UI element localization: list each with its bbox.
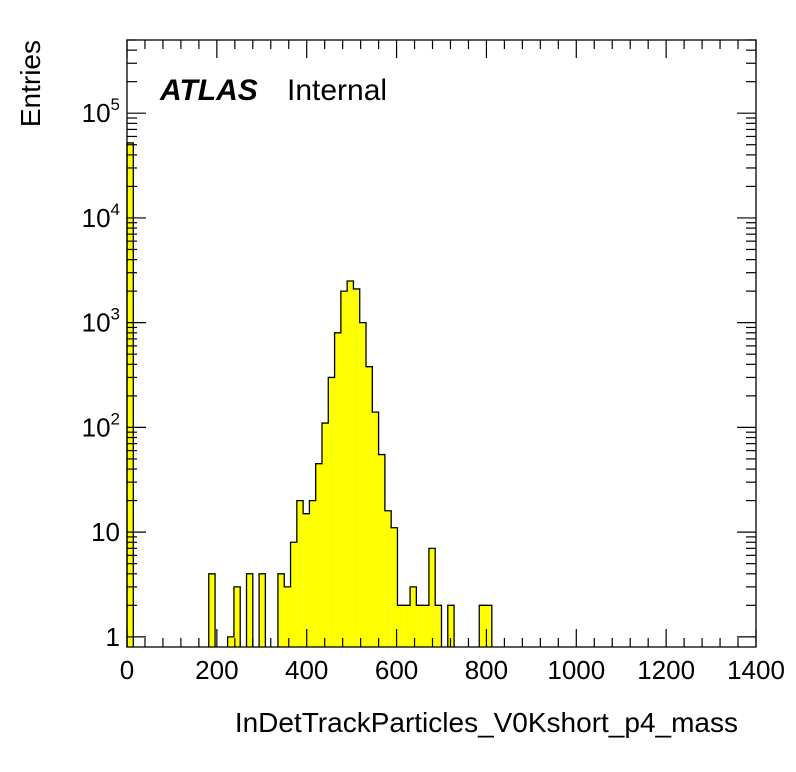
histogram-bar <box>340 291 348 647</box>
y-tick-label: 105 <box>82 95 120 128</box>
histogram-bar <box>435 605 442 647</box>
histogram-bar <box>391 527 398 647</box>
histogram-bar <box>410 586 417 647</box>
y-axis-title: Entries <box>15 40 46 127</box>
x-tick-label: 1200 <box>637 655 695 685</box>
plot-frame <box>126 39 757 648</box>
histogram-bar <box>284 586 291 647</box>
axis-ticks <box>126 39 757 647</box>
histogram-bars <box>127 142 492 647</box>
histogram-bar <box>127 142 134 647</box>
histogram-bar <box>208 573 216 647</box>
x-tick-label: 1400 <box>727 655 785 685</box>
x-axis-title: InDetTrackParticles_V0Kshort_p4_mass <box>235 707 738 738</box>
y-tick-label: 1 <box>106 622 120 652</box>
atlas-label: ATLAS <box>159 74 258 107</box>
histogram-bar <box>479 605 486 647</box>
histogram-bar <box>422 605 429 647</box>
histogram-bar <box>428 548 436 647</box>
x-tick-label: 0 <box>120 655 134 685</box>
histogram-bar <box>259 573 266 647</box>
histogram-bar <box>397 605 404 647</box>
internal-label: Internal <box>287 74 387 107</box>
histogram-bar <box>378 454 385 647</box>
y-tick-label: 103 <box>82 305 120 338</box>
y-tick-label: 102 <box>82 409 120 442</box>
histogram-bar <box>485 605 492 647</box>
y-tick-label: 104 <box>82 200 120 233</box>
histogram-bar <box>359 322 367 647</box>
histogram-bar <box>353 288 360 647</box>
histogram-bar <box>303 513 310 647</box>
histogram-bar <box>384 510 392 647</box>
histogram-outline <box>126 142 493 647</box>
histogram-bar <box>366 366 373 647</box>
x-tick-label: 800 <box>465 655 508 685</box>
histogram-bar <box>227 636 234 647</box>
x-tick-label: 600 <box>375 655 418 685</box>
histogram-bar <box>334 332 341 647</box>
y-tick-labels: 1 10 102 103 104 105 <box>82 95 120 652</box>
histogram-bar <box>403 605 411 647</box>
x-tick-labels: 0 200 400 600 800 1000 1200 1400 <box>120 655 785 685</box>
histogram-bar <box>296 500 304 647</box>
histogram-bar <box>290 542 297 647</box>
x-tick-label: 400 <box>285 655 328 685</box>
x-tick-label: 1000 <box>547 655 605 685</box>
histogram-bar <box>315 463 322 647</box>
x-tick-label: 200 <box>195 655 238 685</box>
histogram-bar <box>246 573 253 647</box>
histogram-bar <box>447 605 455 647</box>
histogram-step-line <box>126 142 493 647</box>
histogram-bar <box>416 605 423 647</box>
histogram-bar <box>328 377 335 647</box>
histogram-bar <box>347 280 354 647</box>
histogram-bar <box>309 500 316 647</box>
histogram-bar <box>277 573 285 647</box>
histogram-bar <box>233 586 241 647</box>
histogram-bar <box>321 423 329 647</box>
histogram-bar <box>372 412 379 647</box>
y-tick-label: 10 <box>91 517 120 547</box>
